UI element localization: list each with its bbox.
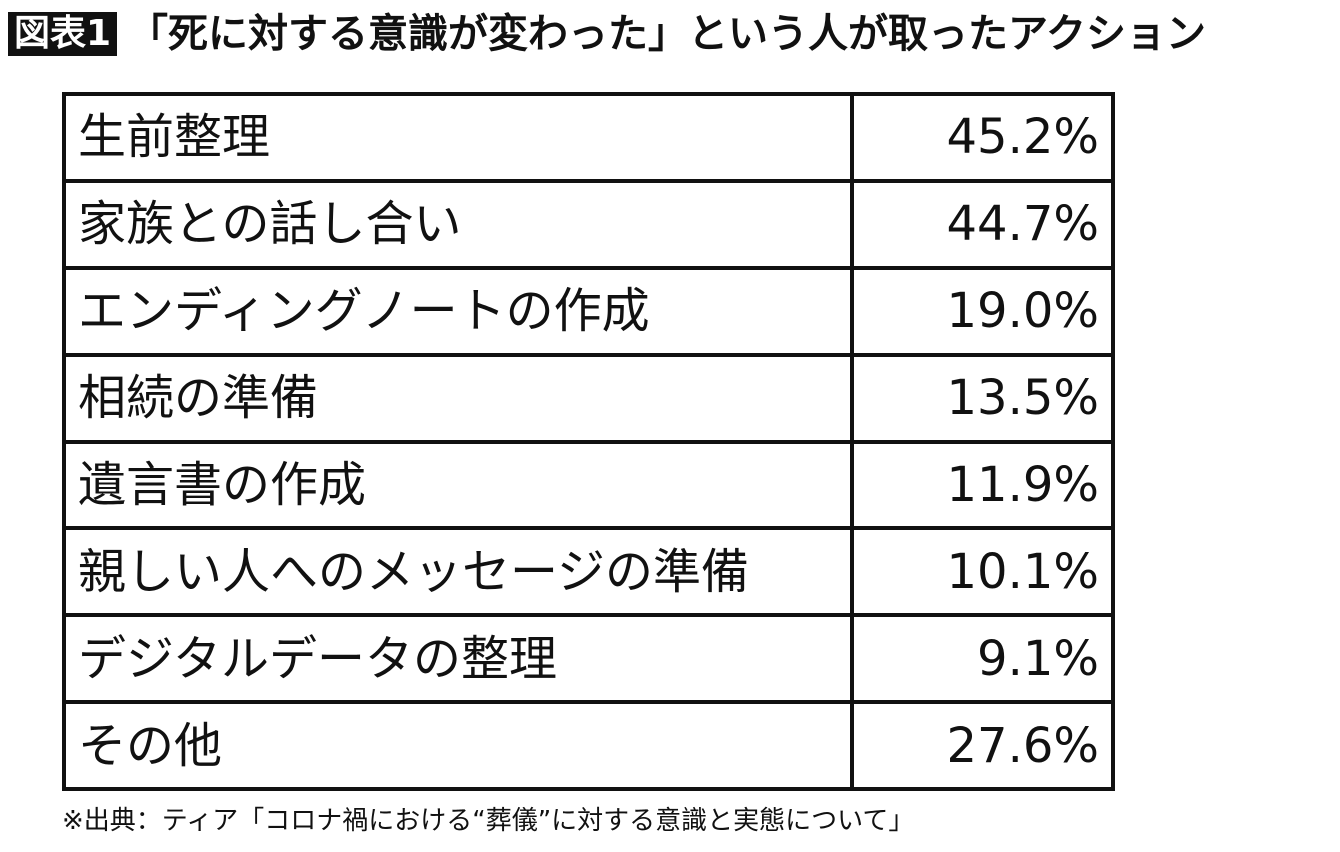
label-cell: デジタルデータの整理	[62, 613, 854, 705]
label-cell: 相続の準備	[62, 352, 854, 444]
value-cell: 11.9%	[850, 439, 1115, 531]
table-row: エンディングノートの作成 19.0%	[62, 265, 1115, 357]
label-cell: その他	[62, 700, 854, 791]
table-row: 親しい人へのメッセージの準備 10.1%	[62, 526, 1115, 618]
value-cell: 44.7%	[850, 178, 1115, 270]
value-cell: 45.2%	[850, 92, 1115, 183]
label-cell: 生前整理	[62, 92, 854, 183]
value-cell: 13.5%	[850, 352, 1115, 444]
figure-label: 図表1	[8, 12, 118, 56]
data-table: 生前整理 45.2% 家族との話し合い 44.7% エンディングノートの作成 19.0% 相…	[62, 92, 1115, 791]
value-cell: 27.6%	[850, 700, 1115, 791]
label-cell: 遺言書の作成	[62, 439, 854, 531]
table-row: デジタルデータの整理 9.1%	[62, 613, 1115, 705]
source-note: ※出典：ティア「コロナ禍における“葬儀”に対する意識と実態について」	[62, 806, 915, 836]
table-row: 相続の準備 13.5%	[62, 352, 1115, 444]
title: 「死に対する意識が変わった」という人が取ったアクション	[128, 11, 1206, 57]
label-cell: エンディングノートの作成	[62, 265, 854, 357]
value-cell: 9.1%	[850, 613, 1115, 705]
table-row: 遺言書の作成 11.9%	[62, 439, 1115, 531]
table-row: その他 27.6%	[62, 700, 1115, 791]
value-cell: 10.1%	[850, 526, 1115, 618]
table-row: 家族との話し合い 44.7%	[62, 178, 1115, 270]
value-cell: 19.0%	[850, 265, 1115, 357]
table-row: 生前整理 45.2%	[62, 92, 1115, 183]
label-cell: 親しい人へのメッセージの準備	[62, 526, 854, 618]
label-cell: 家族との話し合い	[62, 178, 854, 270]
